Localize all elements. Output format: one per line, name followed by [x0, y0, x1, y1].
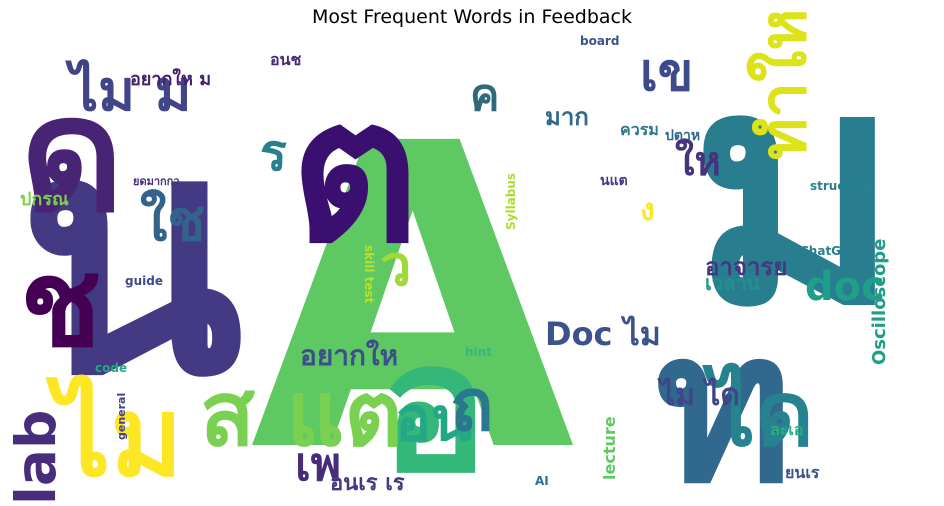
word-19: doc: [805, 264, 885, 310]
word-16: ทำให: [746, 8, 821, 160]
word-35: Syllabus: [504, 173, 518, 230]
word-10: ส แต: [200, 362, 403, 467]
word-34: ChatGPT: [800, 244, 859, 258]
word-7: ช: [20, 235, 101, 374]
word-42: AI: [535, 474, 549, 488]
word-15: ใช: [140, 188, 205, 254]
word-4: อ: [380, 304, 488, 506]
word-20: Doc ไม: [545, 315, 661, 353]
word-45: เวลาน: [705, 271, 761, 295]
word-2: ม: [690, 4, 901, 376]
word-25: ไม ได: [657, 377, 740, 413]
word-30: มาก: [545, 103, 589, 131]
word-3: ต: [290, 55, 420, 288]
word-31: อยากให ม: [130, 68, 211, 90]
word-32: Oscilloscope: [869, 239, 890, 365]
word-33: lecture: [600, 416, 619, 480]
word-36: board: [580, 34, 619, 48]
word-41: skill test: [362, 245, 376, 304]
word-14: lab: [4, 410, 68, 505]
word-18: ค: [470, 70, 499, 121]
word-39: code: [95, 361, 127, 375]
word-43: general: [115, 393, 128, 440]
word-9: ไม ม: [65, 58, 192, 124]
word-6: ด: [20, 61, 124, 248]
word-24: ให: [675, 138, 721, 185]
word-12: ได: [702, 362, 814, 467]
word-23: ร: [260, 124, 287, 182]
word-46: ละเอ: [770, 420, 803, 439]
word-49: นแต: [600, 173, 628, 189]
word-37: structure: [810, 179, 873, 193]
word-17: เข: [640, 43, 693, 103]
chart-title: Most Frequent Words in Feedback: [312, 6, 632, 28]
word-44: ปกรณ: [20, 189, 69, 210]
word-48: ควรม: [620, 120, 659, 139]
word-50: อนช: [270, 50, 302, 69]
word-29: อนเร เร: [330, 471, 405, 496]
word-28: ง: [640, 193, 655, 228]
word-52: ยดมากกว: [133, 175, 180, 188]
word-27: อาจารย: [705, 253, 787, 281]
word-26: อยากให: [300, 339, 398, 372]
word-13: ถ: [450, 363, 494, 447]
word-8: ไม: [45, 373, 183, 501]
word-21: เพ: [295, 437, 341, 491]
word-40: hint: [465, 345, 492, 359]
word-11: อน: [395, 385, 472, 455]
word-22: ว: [380, 234, 411, 299]
word-0: น: [18, 64, 245, 448]
word-51: ปตาห: [665, 128, 700, 144]
word-47: ยนเร: [785, 463, 820, 482]
word-38: guide: [125, 274, 163, 288]
word-1: A: [250, 56, 578, 506]
word-5: ท: [655, 285, 793, 506]
